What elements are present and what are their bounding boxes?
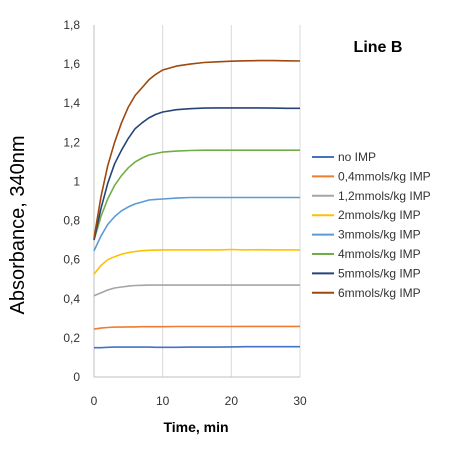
y-tick-label: 0,6: [63, 253, 80, 267]
legend-label: 4mmols/kg IMP: [338, 247, 421, 261]
y-tick-label: 1: [73, 174, 80, 188]
x-axis-label: Time, min: [163, 419, 228, 435]
y-tick-label: 1,6: [63, 57, 80, 71]
series-line: [93, 284, 300, 297]
x-tick-label: 20: [225, 394, 239, 408]
y-tick-label: 0,4: [63, 292, 80, 306]
series-line: [93, 149, 300, 241]
chart-title: Line B: [354, 39, 403, 56]
series-line: [93, 107, 300, 241]
y-tick-label: 1,8: [63, 18, 80, 32]
legend-label: 2mmols/kg IMP: [338, 208, 421, 222]
y-axis-label: Absorbance, 340nm: [7, 135, 29, 314]
y-tick-label: 1,2: [63, 135, 80, 149]
legend-label: no IMP: [338, 150, 376, 164]
y-tick-label: 0: [73, 370, 80, 384]
x-tick-label: 0: [91, 394, 98, 408]
x-tick-label: 10: [156, 394, 170, 408]
series-lines: [93, 59, 301, 349]
legend-label: 0,4mmols/kg IMP: [338, 169, 431, 183]
gridlines: [162, 25, 301, 377]
legend-label: 6mmols/kg IMP: [338, 286, 421, 300]
series-line: [93, 59, 301, 239]
x-tick-label: 30: [293, 394, 307, 408]
series-line: [93, 248, 300, 275]
axes: [93, 25, 300, 378]
legend-label: 1,2mmols/kg IMP: [338, 189, 431, 203]
series-line: [93, 196, 300, 252]
legend: no IMP 0,4mmols/kg IMP 1,2mmols/kg IMP 2mmo…: [312, 150, 431, 300]
tick-labels: 0 10 20 30 0 0,2 0,4 0,6 0,8 1 1,2 1,4 1,6 1,8: [63, 18, 307, 408]
y-tick-label: 0,2: [63, 331, 80, 345]
legend-label: 5mmols/kg IMP: [338, 266, 421, 280]
series-line: [94, 345, 300, 349]
series-line: [93, 325, 300, 330]
y-tick-label: 1,4: [63, 96, 80, 110]
y-tick-label: 0,8: [63, 214, 80, 228]
legend-label: 3mmols/kg IMP: [338, 228, 421, 242]
